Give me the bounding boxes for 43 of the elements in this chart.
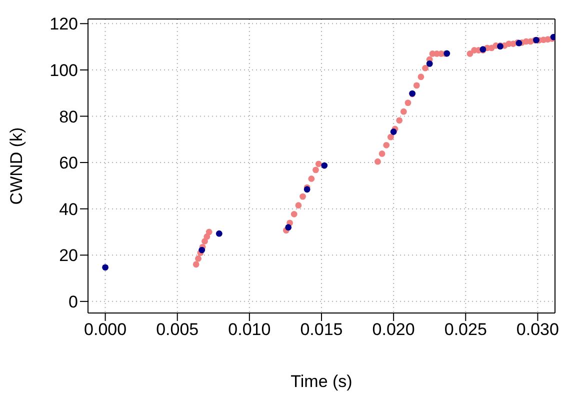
point: [308, 176, 315, 182]
point: [404, 100, 412, 106]
y-tick-label: 80: [59, 107, 78, 126]
point: [321, 162, 328, 169]
point: [383, 142, 390, 148]
point: [413, 82, 420, 89]
point: [396, 117, 403, 124]
point: [192, 261, 200, 268]
y-tick-label: 60: [59, 154, 78, 173]
x-tick-label: 0.025: [444, 320, 487, 340]
y-tick-label: 120: [50, 14, 78, 34]
y-tick-label: 20: [59, 246, 78, 266]
point: [216, 230, 222, 237]
point: [102, 264, 108, 271]
point: [422, 64, 428, 72]
point: [195, 255, 202, 262]
x-tick-label: 0.000: [84, 320, 127, 340]
point: [315, 160, 322, 168]
y-tick-label: 40: [59, 200, 78, 219]
x-tick-label: 0.015: [300, 320, 343, 340]
point: [400, 108, 407, 115]
x-tick-label: 0.020: [372, 320, 415, 340]
point: [285, 224, 292, 231]
point: [295, 202, 302, 209]
x-tick-label: 0.005: [156, 320, 199, 340]
point: [290, 210, 298, 218]
point: [390, 128, 397, 135]
y-tick-label: 0: [68, 292, 78, 312]
point: [312, 166, 319, 174]
point: [387, 134, 394, 140]
x-tick-label: 0.030: [516, 320, 559, 340]
point: [198, 246, 206, 254]
point: [426, 60, 433, 67]
point: [466, 50, 474, 57]
point: [378, 150, 386, 157]
point: [206, 228, 212, 236]
y-axis-title: CWND (k): [7, 127, 26, 205]
y-tick-label: 100: [50, 60, 78, 80]
point: [300, 193, 306, 200]
point: [374, 158, 381, 165]
x-axis-title: Time (s): [290, 372, 352, 391]
x-tick-label: 0.010: [228, 320, 271, 340]
point: [418, 74, 424, 80]
